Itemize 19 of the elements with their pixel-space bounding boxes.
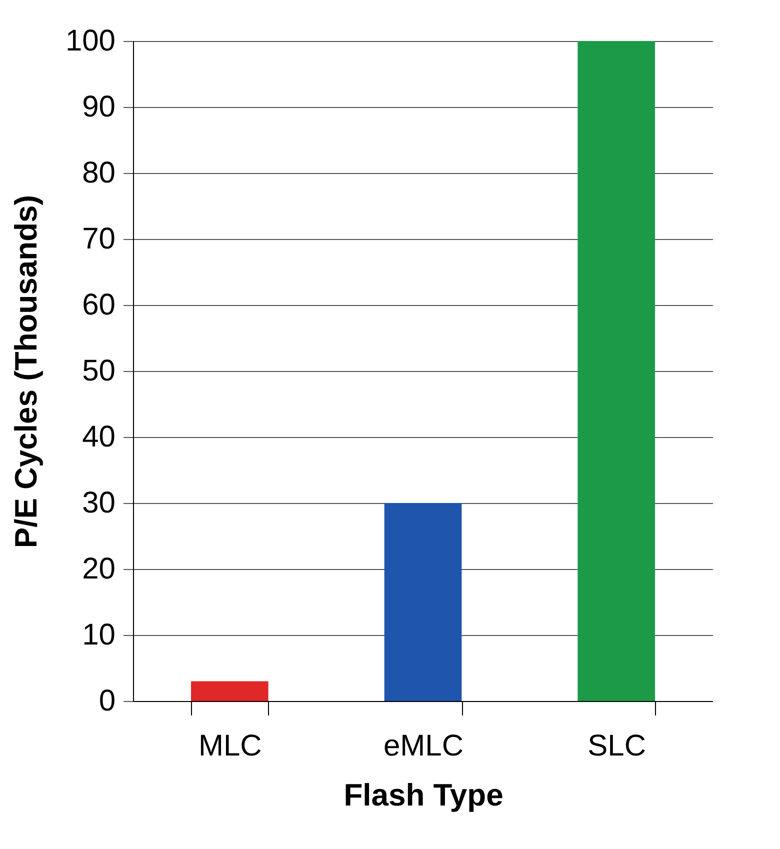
bar [191, 681, 268, 701]
y-tick-label: 100 [65, 24, 116, 58]
y-tick-label: 10 [82, 618, 116, 652]
y-tick-label: 90 [82, 90, 116, 124]
y-tick-label: 0 [98, 684, 116, 718]
x-axis-title: Flash Type [344, 778, 504, 812]
y-tick-label: 60 [82, 288, 116, 322]
y-axis-title: P/E Cycles (Thousands) [8, 194, 44, 548]
x-tick-label: MLC [198, 730, 262, 762]
x-tick-label: eMLC [383, 730, 464, 762]
y-tick-label: 30 [82, 486, 116, 520]
bar [384, 503, 462, 701]
y-tick-label: 40 [82, 420, 116, 454]
y-tick-label: 50 [82, 354, 116, 388]
bar [578, 41, 655, 701]
x-tick-label: SLC [588, 730, 646, 762]
y-tick-label: 20 [82, 552, 116, 586]
y-tick-label: 70 [82, 222, 116, 256]
y-tick-label: 80 [82, 156, 116, 190]
